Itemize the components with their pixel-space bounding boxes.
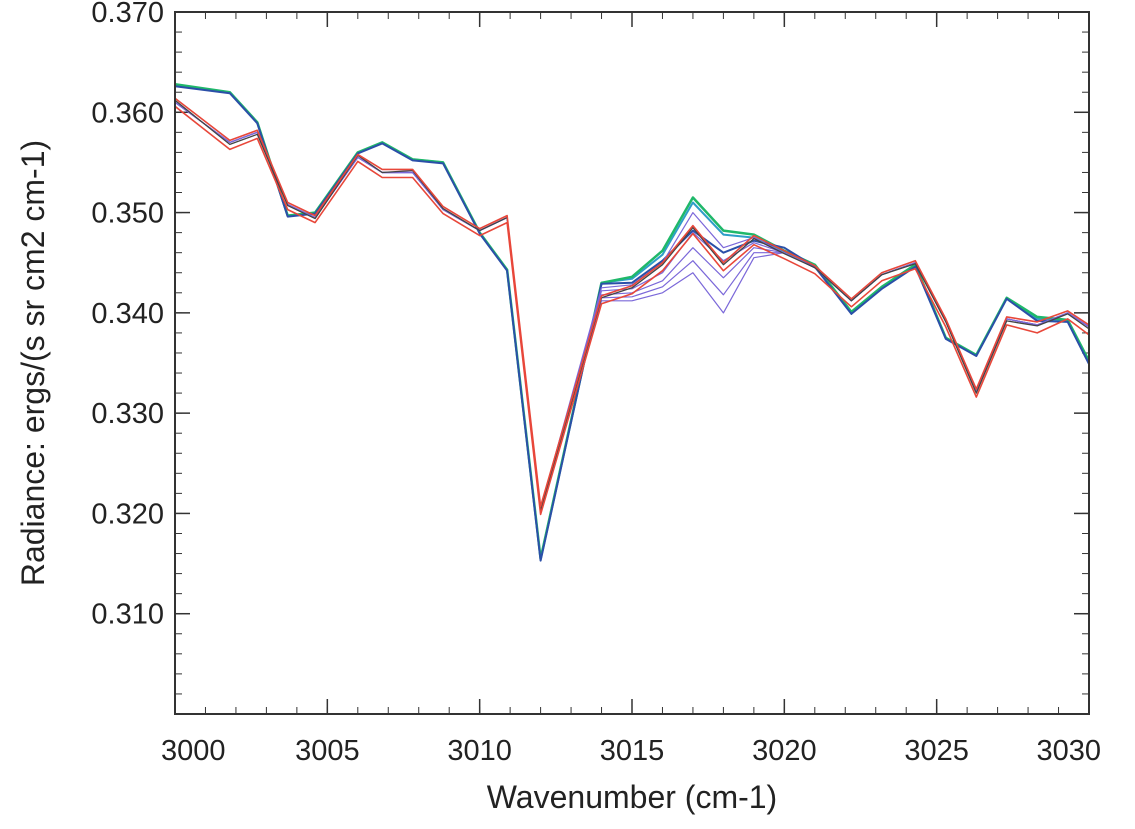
y-tick-label: 0.340 <box>91 298 164 330</box>
series-line-4 <box>175 101 1089 509</box>
y-tick-label: 0.320 <box>91 498 164 530</box>
y-tick-labels: 0.310 0.320 0.330 0.340 0.350 0.360 0.370 <box>91 0 164 631</box>
series-line-7 <box>175 101 1089 509</box>
series-line-6 <box>175 101 1089 509</box>
major-ticks <box>174 11 1090 714</box>
series-line-11 <box>175 105 1089 516</box>
x-tick-label: 3015 <box>600 735 665 767</box>
y-tick-label: 0.360 <box>91 97 164 129</box>
x-tick-label: 3025 <box>904 735 969 767</box>
y-tick-label: 0.330 <box>91 398 164 430</box>
x-tick-label: 3005 <box>295 735 360 767</box>
y-tick-label: 0.310 <box>91 599 164 631</box>
series-line-10 <box>175 97 1089 508</box>
plot-frame <box>174 11 1090 715</box>
series-line-1 <box>175 84 1089 560</box>
x-tick-label: 3000 <box>161 735 226 767</box>
y-tick-label: 0.350 <box>91 198 164 230</box>
series-line-2 <box>175 82 1089 560</box>
y-axis-title: Radiance: ergs/(s sr cm2 cm-1) <box>15 140 51 586</box>
series-line-3 <box>175 85 1089 562</box>
x-axis-title: Wavenumber (cm-1) <box>487 779 777 815</box>
minor-ticks <box>174 11 1090 715</box>
x-tick-label: 3030 <box>1036 735 1101 767</box>
y-tick-label: 0.370 <box>91 0 164 29</box>
series-line-9 <box>175 99 1089 512</box>
x-tick-label: 3010 <box>447 735 512 767</box>
series-layer <box>175 82 1089 562</box>
x-tick-labels: 3000 3005 3010 3015 3020 3025 3030 <box>161 735 1101 767</box>
x-tick-label: 3020 <box>752 735 817 767</box>
series-line-5 <box>175 101 1089 509</box>
series-line-8 <box>175 101 1089 509</box>
